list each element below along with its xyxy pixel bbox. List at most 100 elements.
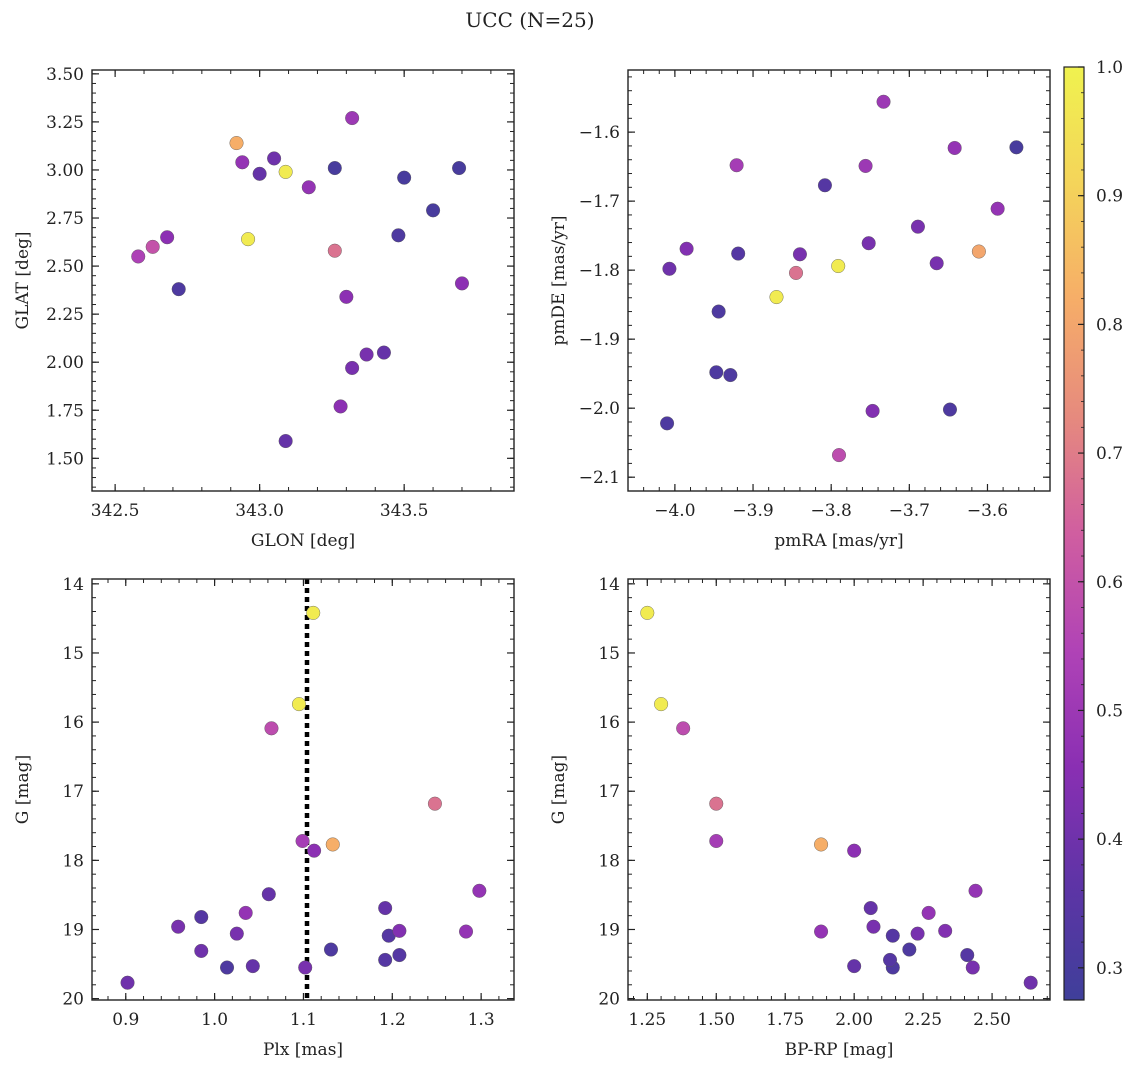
scatter-point	[194, 943, 209, 958]
scatter-point	[323, 942, 338, 957]
scatter-point	[392, 923, 407, 938]
scatter-point	[938, 923, 953, 938]
x-tick-label: 2.50	[973, 1010, 1011, 1030]
scatter-point	[847, 959, 862, 974]
scatter-point	[965, 960, 980, 975]
x-tick-label: −3.8	[811, 501, 852, 521]
scatter-point	[264, 721, 279, 736]
scatter-point	[241, 232, 256, 247]
x-tick-label: 1.25	[628, 1010, 666, 1030]
x-tick-label: 342.5	[91, 501, 140, 521]
scatter-point	[295, 834, 310, 849]
x-tick-label: 0.9	[112, 1010, 139, 1030]
scatter-point	[817, 178, 832, 193]
y-tick-label: 1.75	[46, 401, 84, 421]
y-tick-label: 3.50	[46, 65, 84, 85]
scatter-point	[145, 239, 160, 254]
scatter-point	[245, 959, 260, 974]
scatter-point	[120, 975, 135, 990]
scatter-point	[929, 256, 944, 271]
x-tick-label: −3.7	[889, 501, 930, 521]
scatter-point	[723, 368, 738, 383]
scatter-point	[921, 905, 936, 920]
scatter-point	[298, 960, 313, 975]
y-tick-label: −2.1	[579, 468, 620, 488]
scatter-point	[960, 948, 975, 963]
scatter-point	[472, 883, 487, 898]
x-axis-label: pmRA [mas/yr]	[774, 531, 903, 551]
x-axis-label: BP-RP [mag]	[785, 1040, 894, 1060]
scatter-point	[327, 161, 342, 176]
panel-cmd: 1.25 1.50 1.75 2.00 2.25 2.50 14 15 16 17 18 19 20 BP…	[549, 575, 1051, 1060]
scatter-point	[847, 843, 862, 858]
scatter-point	[345, 111, 360, 126]
scatter-point	[709, 834, 724, 849]
scatter-point	[376, 345, 391, 360]
scatter-point	[654, 697, 669, 712]
y-tick-label: 18	[62, 851, 84, 871]
colorbar-tick-label: 0.5	[1096, 701, 1123, 721]
colorbar: 0.3 0.4 0.5 0.6 0.7 0.8 0.9 1.0	[1063, 58, 1123, 1001]
scatter-point	[902, 942, 917, 957]
scatter-point	[861, 236, 876, 251]
x-tick-label: 1.2	[379, 1010, 406, 1030]
scatter-point	[731, 246, 746, 261]
scatter-point	[359, 347, 374, 362]
scatter-point	[971, 244, 986, 259]
scatter-point	[131, 249, 146, 264]
scatter-point	[325, 837, 340, 852]
scatter-point	[832, 448, 847, 463]
scatter-point	[267, 151, 282, 166]
scatter-point	[454, 276, 469, 291]
scatter-point	[327, 243, 342, 258]
y-tick-label: 2.75	[46, 209, 84, 229]
x-tick-label: −4.0	[654, 501, 695, 521]
colorbar-gradient	[1063, 66, 1085, 1001]
scatter-point	[814, 924, 829, 939]
scatter-point	[792, 247, 807, 262]
panel-pm: −4.0 −3.9 −3.8 −3.7 −3.6 −2.1 −2.0 −1.9 −1.8 −1.7…	[549, 69, 1051, 551]
scatter-point	[910, 219, 925, 234]
y-axis-label: G [mag]	[13, 755, 33, 824]
y-axis-label: GLAT [deg]	[13, 231, 33, 329]
scatter-point	[883, 952, 898, 967]
y-tick-label: 20	[62, 990, 84, 1010]
scatter-point	[301, 180, 316, 195]
scatter-point	[709, 365, 724, 380]
scatter-point	[238, 905, 253, 920]
y-tick-label: 3.25	[46, 113, 84, 133]
scatter-point	[452, 161, 467, 176]
scatter-point	[640, 605, 655, 620]
y-tick-label: 17	[62, 782, 84, 802]
scatter-point	[789, 265, 804, 280]
x-tick-label: 2.00	[835, 1010, 873, 1030]
scatter-point	[863, 901, 878, 916]
scatter-point	[876, 94, 891, 109]
scatter-point	[391, 228, 406, 243]
x-tick-label: 1.50	[697, 1010, 735, 1030]
scatter-point	[229, 136, 244, 151]
y-tick-label: 20	[598, 990, 620, 1010]
scatter-point	[160, 230, 175, 245]
y-tick-label: −1.8	[579, 261, 620, 281]
x-tick-label: −3.6	[967, 501, 1008, 521]
scatter-point	[676, 721, 691, 736]
scatter-point	[968, 883, 983, 898]
colorbar-tick-label: 0.3	[1096, 959, 1123, 979]
scatter-point	[866, 919, 881, 934]
x-tick-label: −3.9	[732, 501, 773, 521]
scatter-point	[1009, 140, 1024, 155]
scatter-point	[278, 164, 293, 179]
y-tick-label: −1.7	[579, 192, 620, 212]
scatter-point	[660, 416, 675, 431]
scatter-point	[220, 960, 235, 975]
y-tick-label: 1.50	[46, 449, 84, 469]
scatter-point	[1023, 975, 1038, 990]
axes-frame	[91, 578, 515, 1001]
scatter-point	[252, 166, 267, 181]
scatter-point	[831, 259, 846, 274]
scatter-point	[397, 170, 412, 185]
colorbar-tick-label: 1.0	[1096, 58, 1123, 78]
scatter-point	[662, 261, 677, 276]
